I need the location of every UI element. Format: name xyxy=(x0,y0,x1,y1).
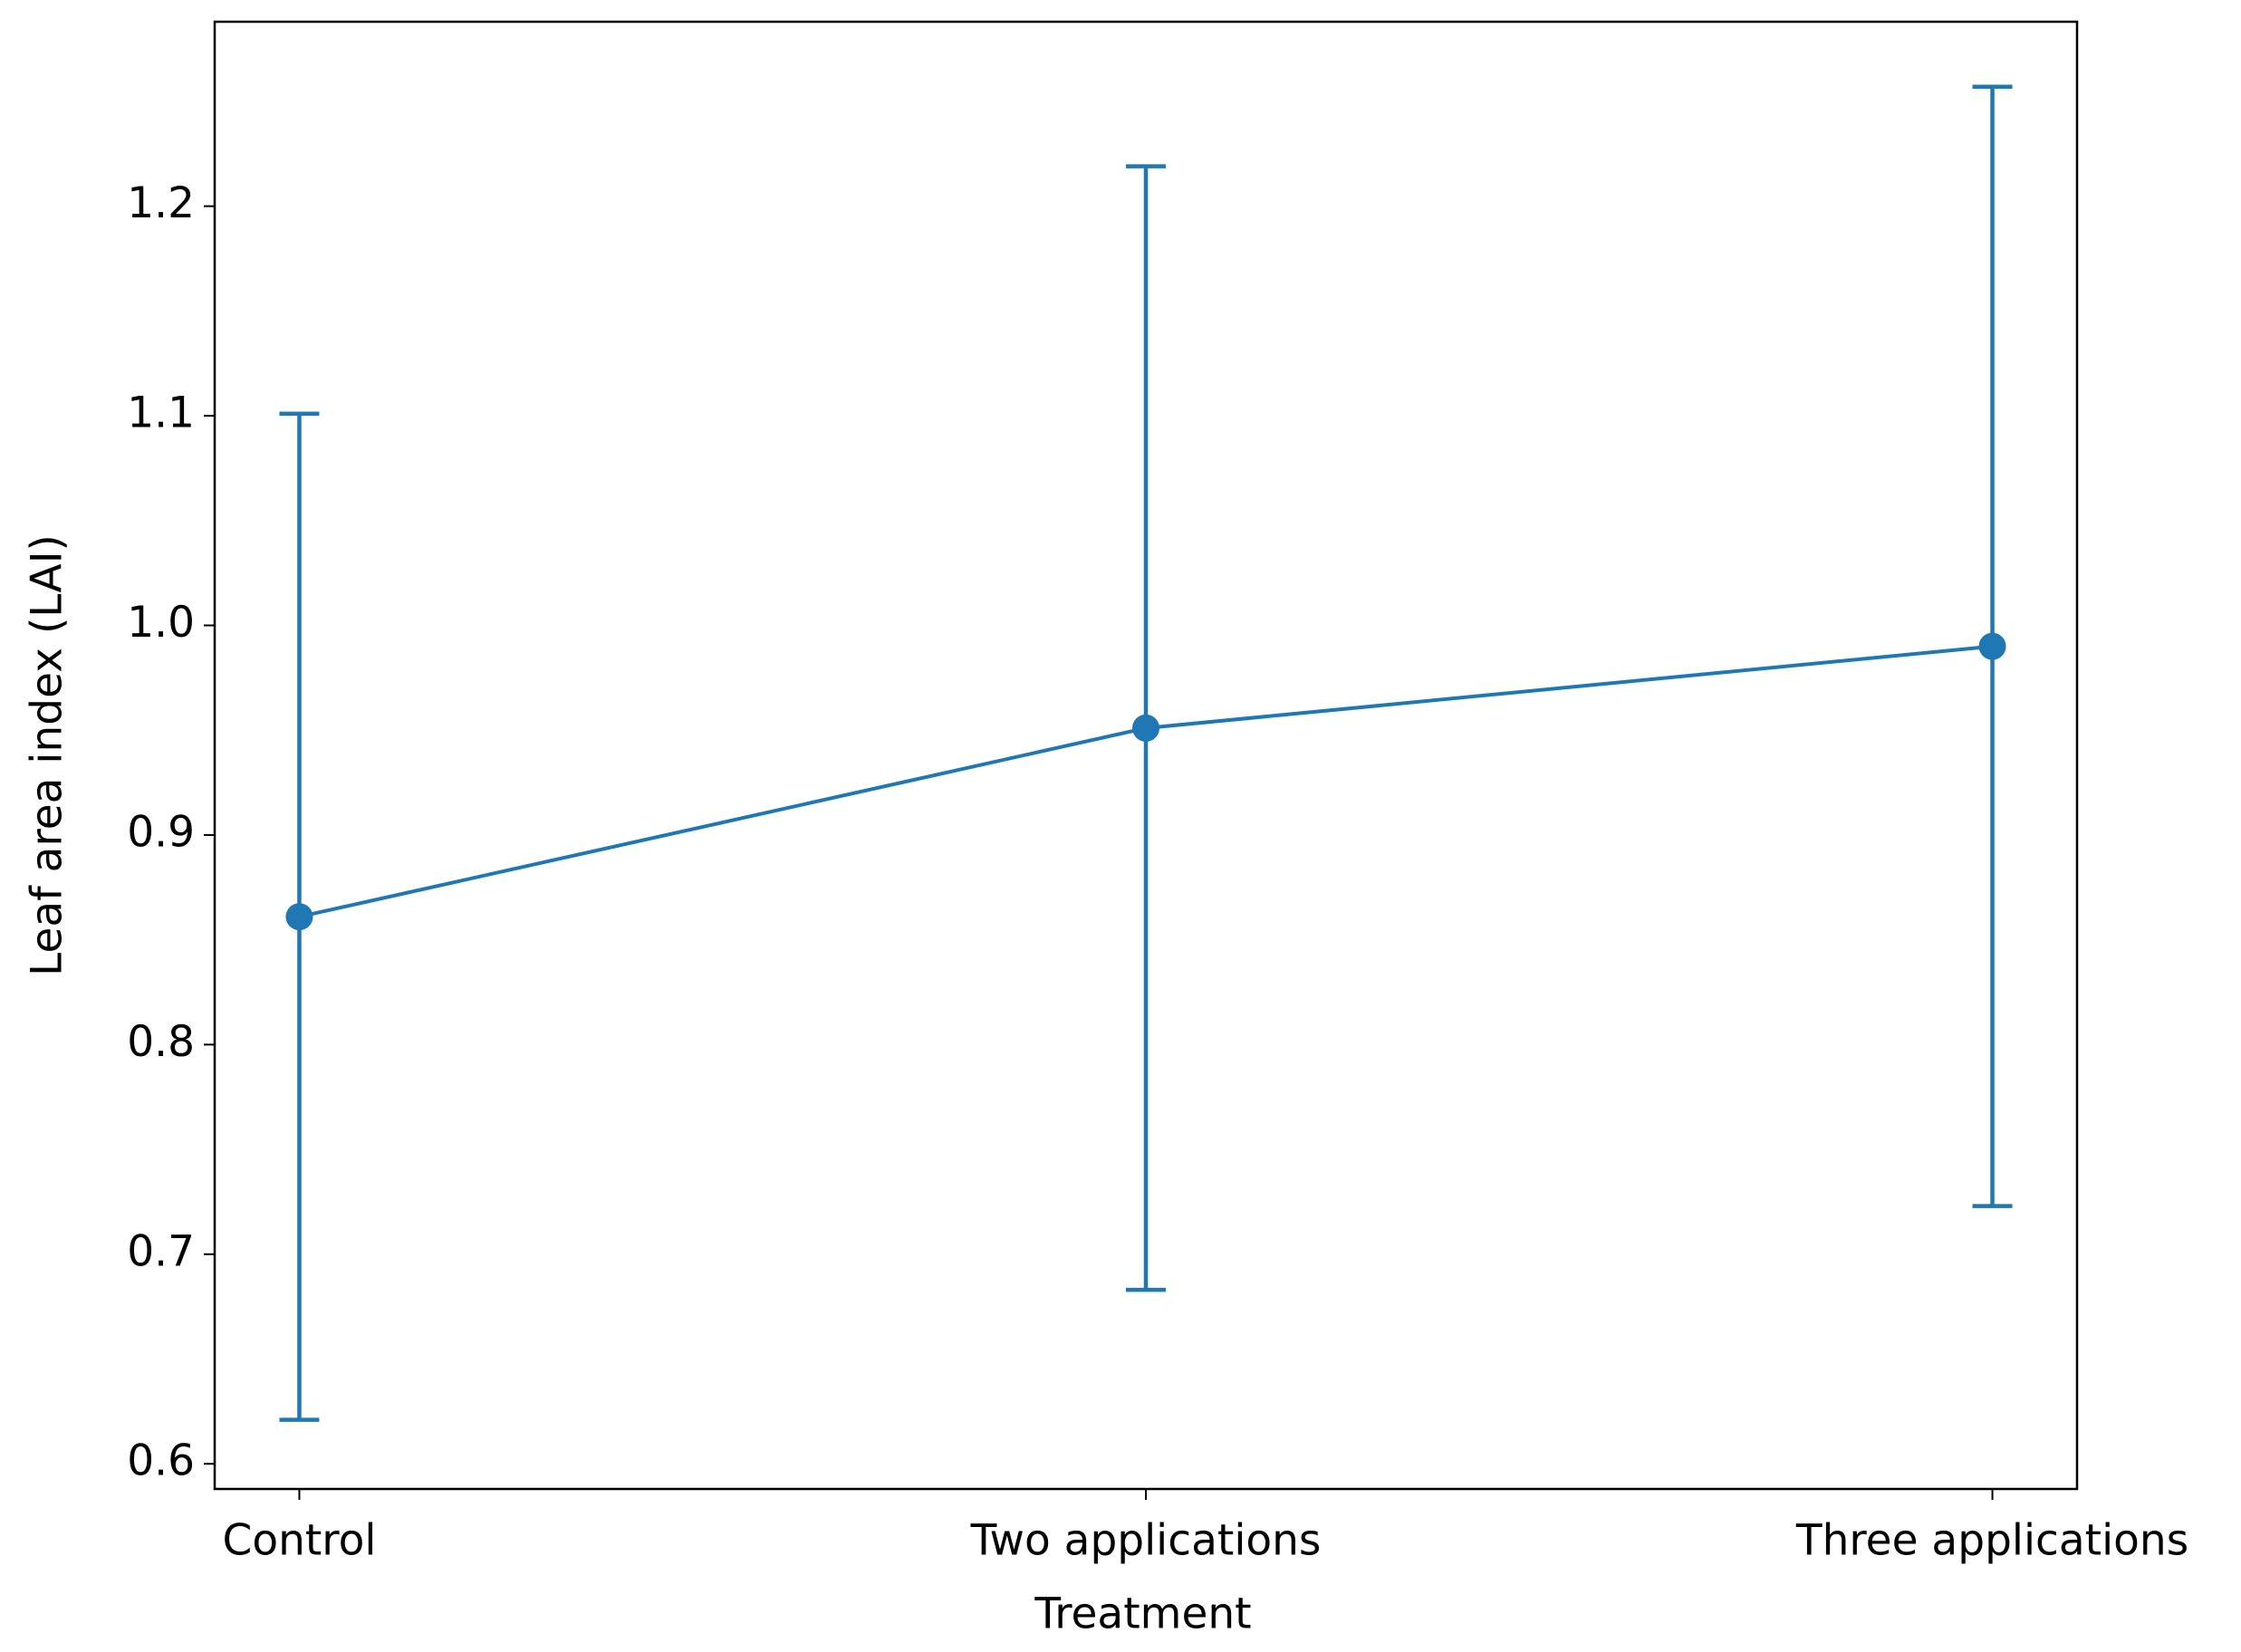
y-tick-label: 0.7 xyxy=(127,1226,195,1276)
y-tick-label: 1.1 xyxy=(127,389,195,438)
y-tick-label: 0.9 xyxy=(127,807,195,857)
x-tick-label: Two applications xyxy=(970,1516,1322,1566)
x-tick-label: Three applications xyxy=(1795,1516,2188,1566)
data-point xyxy=(1132,714,1159,742)
x-tick-label: Control xyxy=(223,1516,377,1566)
data-point xyxy=(1978,632,2006,660)
y-tick-label: 0.8 xyxy=(127,1017,195,1067)
y-tick-label: 1.2 xyxy=(127,178,195,228)
y-tick-label: 1.0 xyxy=(127,598,195,648)
y-axis-label: Leaf area index (LAI) xyxy=(23,534,72,976)
data-point xyxy=(285,903,313,931)
x-axis-label: Treatment xyxy=(1034,1590,1251,1639)
y-tick-label: 0.6 xyxy=(127,1436,195,1486)
